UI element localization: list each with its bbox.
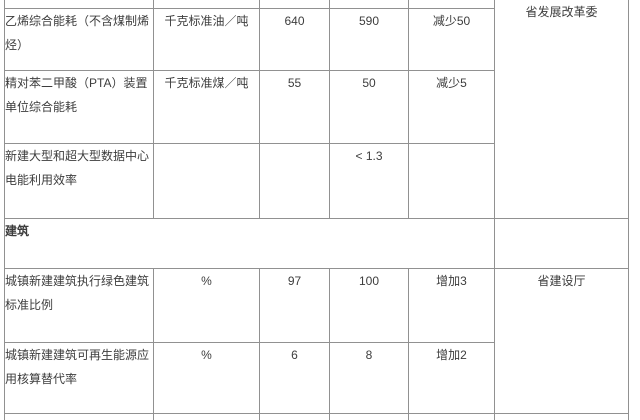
cropped-cell — [259, 412, 330, 420]
cropped-row-top: 省发展改革委 — [4, 0, 629, 219]
unit-cell: 千克标准油／吨 — [153, 7, 260, 71]
table-row-green-building: 城镇新建建筑执行绿色建筑 标准比例 % 97 100 增加3 省建设厅 — [4, 267, 629, 414]
value1-cell: 97 — [259, 267, 330, 343]
indicator-cell: 新建大型和超大型数据中心 电能利用效率 — [4, 142, 154, 219]
cropped-cell — [494, 412, 629, 420]
indicator-cell: 城镇新建建筑可再生能源应 用核算替代率 — [4, 341, 154, 414]
indicator-cell: 精对苯二甲酸（PTA）装置 单位综合能耗 — [4, 69, 154, 144]
department-cell-construction: 省建设厅 — [494, 267, 629, 414]
cropped-cell — [408, 412, 495, 420]
change-cell: 减少5 — [408, 69, 495, 144]
unit-cell: % — [153, 267, 260, 343]
table-row-renewable: 城镇新建建筑可再生能源应 用核算替代率 % 6 8 增加2 — [4, 341, 629, 414]
change-cell — [408, 142, 495, 219]
cropped-cell — [4, 0, 154, 9]
table-row-ethylene: 乙烯综合能耗（不含煤制烯 烃） 千克标准油／吨 640 590 减少50 — [4, 7, 629, 71]
indicator-cell: 乙烯综合能耗（不含煤制烯 烃） — [4, 7, 154, 71]
value1-cell: 55 — [259, 69, 330, 144]
unit-cell: % — [153, 341, 260, 414]
indicator-cell: 城镇新建建筑执行绿色建筑 标准比例 — [4, 267, 154, 343]
section-header-cell: 建筑 — [4, 217, 495, 269]
value2-cell: 590 — [329, 7, 409, 71]
cropped-cell — [259, 0, 330, 9]
value2-cell: 100 — [329, 267, 409, 343]
section-row-construction: 建筑 — [4, 217, 629, 269]
change-cell: 增加2 — [408, 341, 495, 414]
cropped-cell — [153, 412, 260, 420]
table-row-pta: 精对苯二甲酸（PTA）装置 单位综合能耗 千克标准煤／吨 55 50 减少5 — [4, 69, 629, 144]
value1-cell — [259, 142, 330, 219]
value1-cell: 640 — [259, 7, 330, 71]
value2-cell: 8 — [329, 341, 409, 414]
change-cell: 增加3 — [408, 267, 495, 343]
change-cell: 减少50 — [408, 7, 495, 71]
cropped-row-bottom — [4, 412, 629, 420]
cropped-cell — [329, 0, 409, 9]
unit-cell — [153, 142, 260, 219]
cropped-cell — [4, 412, 154, 420]
value1-cell: 6 — [259, 341, 330, 414]
cropped-cell — [408, 0, 495, 9]
indicators-table: 省发展改革委 乙烯综合能耗（不含煤制烯 烃） 千克标准油／吨 640 590 减… — [4, 0, 629, 420]
table-row-datacenter: 新建大型和超大型数据中心 电能利用效率 < 1.3 — [4, 142, 629, 219]
unit-cell: 千克标准煤／吨 — [153, 69, 260, 144]
value2-cell: < 1.3 — [329, 142, 409, 219]
cropped-cell — [153, 0, 260, 9]
cropped-cell — [329, 412, 409, 420]
department-cell-empty — [494, 217, 629, 269]
value2-cell: 50 — [329, 69, 409, 144]
department-cell-energy: 省发展改革委 — [494, 0, 629, 219]
